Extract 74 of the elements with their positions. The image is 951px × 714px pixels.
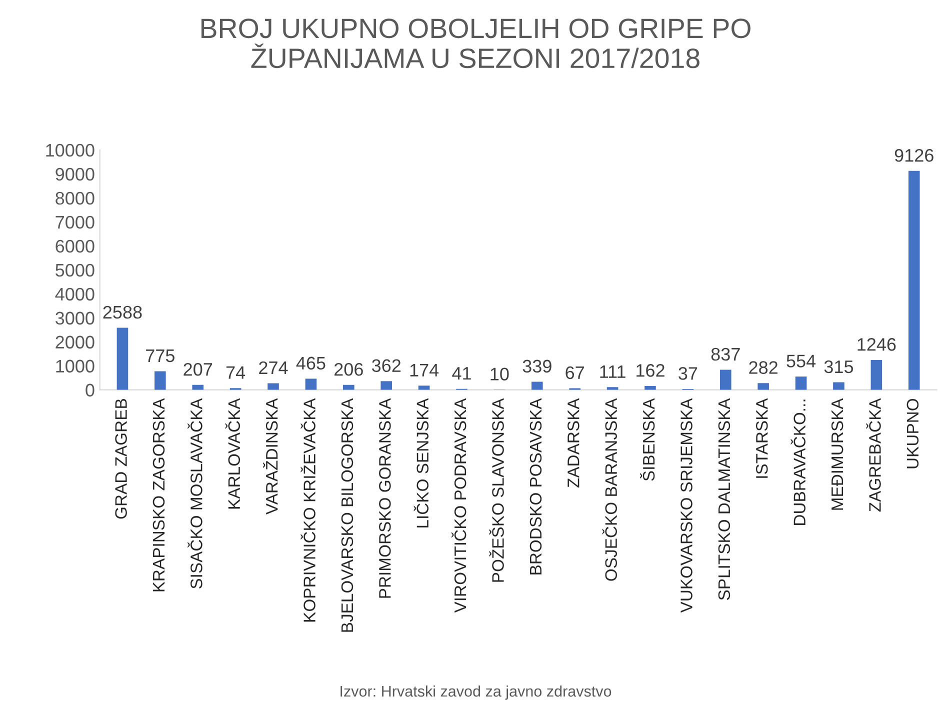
x-tick-label: LIČKO SENJSKA: [414, 398, 429, 528]
x-tick-label: UKUPNO: [906, 398, 919, 468]
bar: [870, 360, 882, 390]
x-tick-label: GRAD ZAGREB: [115, 399, 127, 519]
x-tick-label: ŠIBENSKA: [640, 398, 655, 481]
bar: [154, 371, 166, 390]
x-tick-label: KOPRIVNIČKO KRIŽEVAČKA: [300, 398, 316, 622]
bar: [531, 382, 543, 390]
text: Izvor: Hrvatski zavod za javno zdravstvo: [340, 685, 612, 700]
x-tick-label: MEĐIMURSKA: [831, 398, 844, 510]
x-tick-label: SPLITSKO DALMATINSKA: [718, 398, 730, 600]
y-tick-label: 4000: [55, 288, 94, 301]
data-label: 554: [786, 354, 816, 368]
bar: [192, 384, 204, 390]
bar: [343, 384, 354, 390]
data-label: 67: [566, 366, 584, 380]
chart-title: BROJ UKUPNO OBOLJELIH OD GRIPE PO ŽUPANIJAMA U SEZONI 2017/2018: [201, 18, 750, 68]
y-tick-label: 5000: [56, 264, 94, 277]
data-label: 9126: [894, 149, 934, 162]
bar: [833, 382, 844, 390]
data-label: 111: [600, 365, 626, 378]
y-tick-label: 2000: [56, 336, 94, 349]
bar: [380, 381, 392, 390]
y-tick-label: 6000: [56, 240, 94, 253]
y-tick-label: 1000: [56, 360, 94, 373]
data-label: 274: [259, 361, 288, 374]
x-tick-label: KRAPINSKO ZAGORSKA: [152, 398, 165, 592]
bar: [908, 170, 920, 390]
data-label: 37: [678, 367, 698, 380]
x-tick-label: BJELOVARSKO BILOGORSKA: [341, 398, 354, 632]
data-label: 362: [372, 359, 401, 372]
x-tick-label: VIROVITIČKO PODRAVSKA: [451, 398, 466, 613]
bar: [606, 387, 618, 390]
bar: [418, 386, 430, 390]
x-tick-label: POŽEŠKO SLAVONSKA: [489, 398, 504, 582]
data-label: 315: [824, 360, 854, 374]
y-tick-label: 8000: [56, 192, 94, 205]
data-label: 837: [711, 348, 740, 361]
data-label: 10: [490, 368, 509, 380]
data-label: 207: [184, 362, 212, 376]
bar: [644, 386, 656, 390]
data-label: 162: [636, 364, 664, 377]
x-tick-label: KARLOVAČKA: [225, 398, 240, 509]
bar: [720, 370, 732, 390]
data-label: 1246: [858, 338, 896, 351]
x-tick-label: PRIMORSKO GORANSKA: [379, 398, 391, 598]
bar: [305, 378, 317, 390]
y-tick-label: 9000: [56, 168, 94, 181]
x-tick-label: OSJEČKO BARANJSKA: [602, 398, 618, 581]
bar: [268, 383, 279, 390]
data-label: 775: [146, 350, 174, 362]
y-tick-label: 3000: [56, 312, 94, 325]
x-tick-label: ZADARSKA: [568, 398, 580, 488]
y-tick-label: 10000: [46, 144, 94, 157]
data-label: 465: [296, 356, 326, 370]
bar: [116, 328, 128, 390]
x-tick-label: BRODSKO POSAVSKA: [530, 398, 542, 574]
x-tick-label: ZAGREBAČKA: [866, 398, 881, 512]
data-label: 206: [334, 362, 363, 376]
data-label: 339: [522, 360, 552, 373]
data-label: 2588: [103, 306, 142, 319]
y-tick-label: 0: [86, 384, 94, 397]
x-tick-label: VARAŽDINSKA: [263, 398, 278, 514]
data-label: 174: [410, 364, 439, 376]
bar: [795, 376, 807, 390]
bar: [758, 383, 769, 390]
x-tick-label: ISTARSKA: [756, 398, 768, 478]
x-tick-label: VUKOVARSKO SRIJEMSKA: [680, 398, 692, 613]
data-label: 282: [749, 361, 778, 374]
data-label: 41: [452, 367, 471, 380]
x-tick-label: SISAČKO MOSLAVAČKA: [188, 398, 202, 589]
y-tick-label: 7000: [56, 216, 94, 229]
data-label: 74: [226, 366, 246, 379]
x-tick-label: DUBRAVAČKO...: [790, 400, 806, 525]
